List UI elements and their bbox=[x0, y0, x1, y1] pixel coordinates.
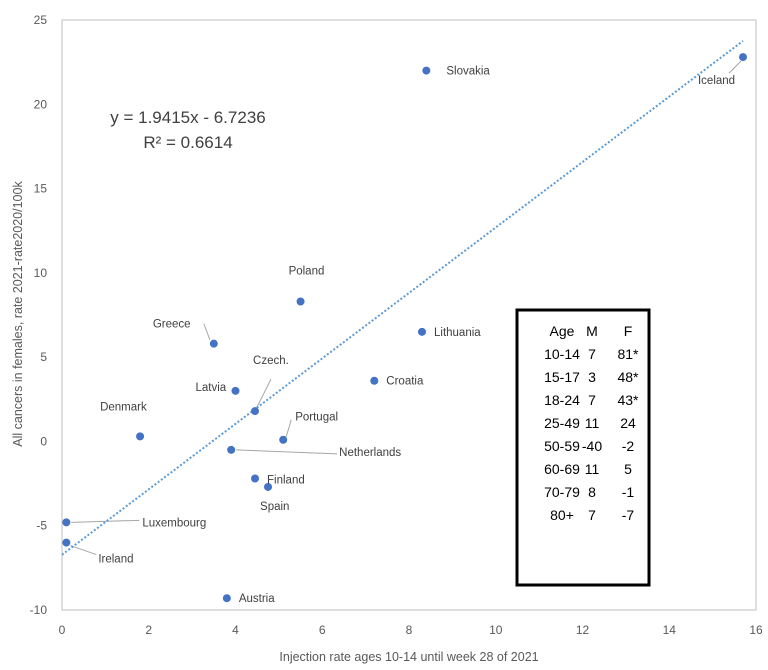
point-label: Finland bbox=[267, 475, 305, 487]
table-cell: 7 bbox=[588, 507, 596, 523]
data-points bbox=[62, 53, 747, 603]
data-point bbox=[279, 435, 288, 444]
table-cell: 50-59 bbox=[544, 438, 580, 454]
table-cell: 81* bbox=[617, 346, 639, 362]
x-tick-label: 8 bbox=[406, 623, 413, 637]
x-axis-title: Injection rate ages 10-14 until week 28 … bbox=[279, 650, 538, 664]
y-tick-label: 0 bbox=[40, 434, 47, 448]
table-cell: 70-79 bbox=[544, 484, 580, 500]
point-label: Czech. bbox=[253, 355, 289, 367]
inset-table: Age M F 10-14 7 81* 15-17 3 48* 18-24 7 43* 25-49 11 2… bbox=[544, 323, 639, 523]
leader-lines bbox=[70, 60, 742, 556]
table-cell: 3 bbox=[588, 369, 596, 385]
label-leader-line bbox=[728, 60, 742, 74]
point-label: Iceland bbox=[698, 75, 735, 87]
x-tick-label: 2 bbox=[145, 623, 152, 637]
data-point bbox=[296, 297, 305, 306]
point-label: Croatia bbox=[386, 376, 424, 388]
table-cell: 10-14 bbox=[544, 346, 580, 362]
x-tick-label: 14 bbox=[663, 623, 677, 637]
data-point bbox=[209, 339, 218, 348]
table-cell: -2 bbox=[622, 438, 635, 454]
point-label: Luxembourg bbox=[142, 517, 206, 529]
y-axis-title: All cancers in females, rate 2021-rate20… bbox=[11, 181, 25, 447]
point-labels: Slovakia Iceland Poland Lithuania Greece Croa… bbox=[98, 66, 735, 606]
table-cell: 7 bbox=[588, 346, 596, 362]
data-point bbox=[62, 518, 71, 527]
y-tick-label: 25 bbox=[34, 13, 48, 27]
table-cell: -1 bbox=[622, 484, 635, 500]
table-header-cell: M bbox=[586, 323, 598, 339]
data-point bbox=[251, 474, 260, 483]
x-tick-label: 12 bbox=[576, 623, 590, 637]
table-cell: 25-49 bbox=[544, 415, 580, 431]
table-cell: -7 bbox=[622, 507, 635, 523]
data-point bbox=[418, 327, 427, 336]
label-leader-line bbox=[256, 378, 272, 408]
point-label: Ireland bbox=[98, 554, 133, 566]
label-leader-line bbox=[285, 419, 292, 437]
inset-table-box bbox=[515, 308, 651, 587]
data-point bbox=[738, 53, 747, 62]
point-label: Austria bbox=[239, 593, 275, 605]
label-leader-line bbox=[203, 323, 211, 340]
x-tick-label: 16 bbox=[749, 623, 763, 637]
trendline-r-squared: R² = 0.6614 bbox=[143, 133, 232, 152]
table-cell: 60-69 bbox=[544, 461, 580, 477]
data-point bbox=[264, 482, 273, 491]
point-label: Latvia bbox=[196, 382, 227, 394]
table-cell: 8 bbox=[588, 484, 596, 500]
data-point bbox=[422, 66, 431, 75]
y-tick-label: 10 bbox=[34, 266, 48, 280]
data-point bbox=[136, 432, 145, 441]
table-cell: 18-24 bbox=[544, 392, 580, 408]
point-label: Greece bbox=[153, 319, 191, 331]
point-label: Portugal bbox=[295, 412, 338, 424]
table-cell: -40 bbox=[582, 438, 602, 454]
table-cell: 15-17 bbox=[544, 369, 580, 385]
table-header-cell: F bbox=[624, 323, 633, 339]
y-tick-label: 20 bbox=[34, 97, 48, 111]
point-label: Denmark bbox=[100, 401, 147, 413]
y-tick-label: 5 bbox=[40, 350, 47, 364]
y-tick-label: 15 bbox=[34, 182, 48, 196]
point-label: Netherlands bbox=[339, 447, 401, 459]
x-tick-label: 10 bbox=[489, 623, 503, 637]
x-tick-label: 6 bbox=[319, 623, 326, 637]
table-cell: 11 bbox=[585, 415, 600, 431]
label-leader-line bbox=[236, 449, 338, 455]
table-cell: 43* bbox=[617, 392, 639, 408]
point-label: Lithuania bbox=[434, 327, 481, 339]
data-point bbox=[231, 386, 240, 395]
data-point bbox=[222, 594, 231, 603]
x-tick-label: 0 bbox=[59, 623, 66, 637]
table-cell: 11 bbox=[585, 461, 600, 477]
table-cell: 24 bbox=[620, 415, 636, 431]
table-cell: 48* bbox=[617, 369, 639, 385]
trendline-equation: y = 1.9415x - 6.7236 bbox=[110, 108, 265, 127]
y-tick-label: -5 bbox=[36, 519, 47, 533]
plot-area-border bbox=[61, 19, 757, 611]
label-leader-line bbox=[71, 519, 140, 523]
point-label: Spain bbox=[260, 501, 289, 513]
point-label: Poland bbox=[289, 266, 325, 278]
data-point bbox=[62, 538, 71, 547]
data-point bbox=[227, 445, 236, 454]
x-tick-label: 4 bbox=[232, 623, 239, 637]
data-point bbox=[251, 407, 260, 416]
label-leader-line bbox=[70, 545, 97, 556]
table-cell: 80+ bbox=[550, 507, 574, 523]
y-tick-label: -10 bbox=[30, 603, 48, 617]
table-header-cell: Age bbox=[550, 323, 575, 339]
table-cell: 7 bbox=[588, 392, 596, 408]
data-point bbox=[370, 376, 379, 385]
table-cell: 5 bbox=[624, 461, 632, 477]
point-label: Slovakia bbox=[446, 66, 490, 78]
